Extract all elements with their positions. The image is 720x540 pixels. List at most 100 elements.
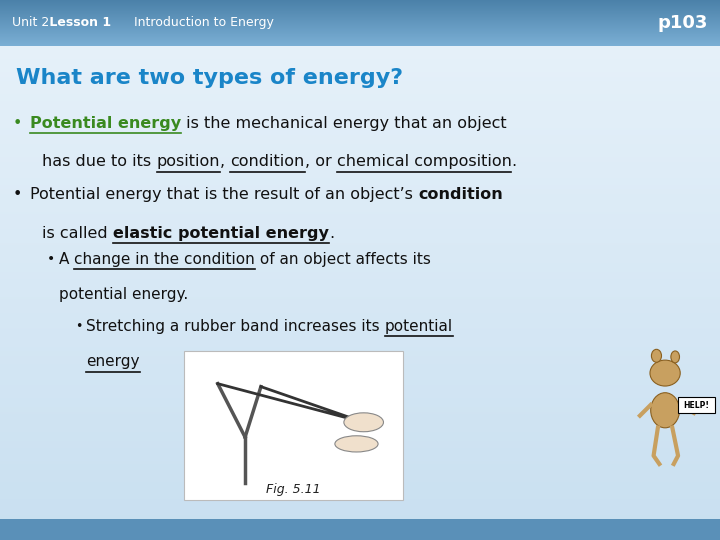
Bar [0, 482, 720, 484]
Bar [0, 336, 720, 339]
Bar [0, 45, 720, 46]
Bar [0, 268, 720, 270]
Bar [0, 205, 720, 207]
Bar [0, 349, 720, 351]
Bar [0, 69, 720, 70]
Text: •: • [13, 116, 22, 131]
Bar [0, 420, 720, 421]
Bar [0, 2, 720, 3]
Bar [0, 231, 720, 232]
Text: •: • [47, 252, 55, 266]
Bar [0, 290, 720, 292]
Bar [0, 228, 720, 231]
Bar [0, 421, 720, 423]
Bar [0, 312, 720, 313]
Bar [0, 187, 720, 189]
Bar [0, 342, 720, 344]
Bar [0, 301, 720, 302]
Text: Lesson 1: Lesson 1 [45, 16, 112, 30]
Bar [0, 32, 720, 34]
Ellipse shape [652, 349, 662, 362]
Bar [0, 452, 720, 454]
Bar [0, 506, 720, 508]
Bar [0, 272, 720, 274]
Bar [0, 140, 720, 142]
Bar [0, 113, 720, 115]
Bar [0, 27, 720, 29]
Bar [0, 117, 720, 119]
Bar [0, 65, 720, 66]
Bar [0, 15, 720, 16]
Bar [0, 160, 720, 162]
Text: condition: condition [230, 154, 305, 170]
Bar [0, 54, 720, 56]
Bar [0, 518, 720, 520]
Bar [0, 400, 720, 401]
Bar [0, 162, 720, 164]
Bar [0, 9, 720, 10]
Bar [0, 115, 720, 117]
Bar [0, 519, 720, 540]
Text: position: position [157, 154, 220, 170]
Bar [0, 282, 720, 285]
Bar [0, 259, 720, 261]
Text: , or: , or [305, 154, 337, 170]
Bar [0, 390, 720, 393]
Bar [0, 174, 720, 177]
Bar [0, 14, 720, 15]
Bar [0, 245, 720, 247]
Bar [0, 366, 720, 367]
Bar [0, 93, 720, 96]
Bar [0, 88, 720, 90]
Bar [0, 147, 720, 150]
Bar [0, 441, 720, 443]
Bar [0, 171, 720, 173]
Bar [0, 167, 720, 169]
Bar [0, 258, 720, 259]
Bar [0, 166, 720, 167]
Bar [0, 99, 720, 101]
Bar [0, 275, 720, 277]
Bar [0, 252, 720, 254]
Bar [0, 236, 720, 238]
Bar [0, 35, 720, 36]
Bar [0, 371, 720, 373]
Text: ,: , [220, 154, 230, 170]
Bar [0, 491, 720, 493]
Bar [0, 378, 720, 380]
Ellipse shape [671, 351, 680, 363]
Bar [0, 36, 720, 38]
Bar [0, 474, 720, 475]
Text: of an object affects its: of an object affects its [255, 252, 431, 267]
Bar [678, 397, 715, 413]
Bar [0, 376, 720, 378]
Bar [0, 450, 720, 452]
Bar [0, 103, 720, 104]
Bar [0, 63, 720, 65]
Bar [0, 398, 720, 400]
Text: Potential energy: Potential energy [30, 116, 181, 131]
Ellipse shape [650, 360, 680, 386]
Bar [0, 70, 720, 72]
Bar [0, 250, 720, 252]
Bar [0, 234, 720, 236]
Bar [0, 22, 720, 23]
Bar [0, 36, 720, 37]
Bar [0, 459, 720, 461]
Bar [0, 414, 720, 416]
Bar [0, 133, 720, 135]
Bar [0, 21, 720, 22]
Bar [0, 436, 720, 437]
Text: Potential energy that is the result of an object’s: Potential energy that is the result of a… [30, 187, 418, 202]
Bar [0, 254, 720, 255]
Bar [0, 131, 720, 133]
Bar [0, 306, 720, 308]
Bar [184, 351, 403, 500]
Bar [0, 52, 720, 54]
Bar [0, 11, 720, 12]
Bar [0, 47, 720, 49]
Bar [0, 463, 720, 464]
Bar [0, 313, 720, 315]
Bar [0, 454, 720, 455]
Bar [0, 34, 720, 35]
